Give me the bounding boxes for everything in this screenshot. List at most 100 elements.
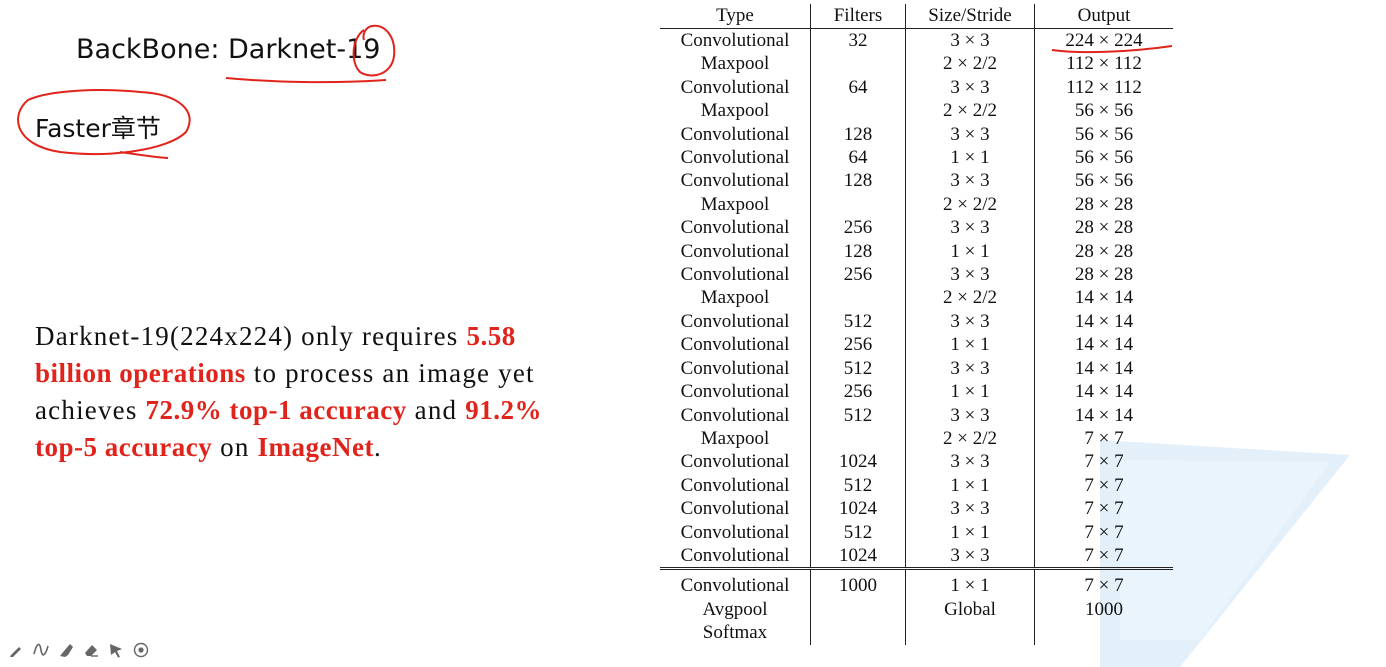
cell-output <box>1034 621 1173 645</box>
table-row: Convolutional 512 3 × 3 14 × 14 <box>660 403 1173 427</box>
cell-type: Maxpool <box>700 53 770 75</box>
header-output: Output <box>1034 4 1173 29</box>
cell-size-stride: Global <box>905 597 1035 622</box>
pointer-icon[interactable] <box>108 642 124 658</box>
cell-output: 7 × 7 <box>1034 543 1173 569</box>
cell-filters: 512 <box>810 520 906 544</box>
cell-filters: 512 <box>810 309 906 334</box>
cell-filters: 1024 <box>810 543 906 569</box>
description-line-4: top-5 accuracy on ImageNet. <box>35 429 635 466</box>
desc-text: and <box>406 395 466 425</box>
desc-text: Darknet-19(224x224) only requires <box>35 321 467 351</box>
curve-icon[interactable] <box>33 642 49 658</box>
cell-type: Convolutional <box>680 30 790 51</box>
cell-type: Convolutional <box>680 170 790 192</box>
cell-filters: 64 <box>810 75 906 100</box>
cell-filters <box>810 192 906 217</box>
cell-filters: 512 <box>810 356 906 381</box>
annotation-toolbar <box>8 642 149 658</box>
cell-size-stride: 3 × 3 <box>905 122 1035 147</box>
table-row: Convolutional 256 1 × 1 14 × 14 <box>660 333 1173 357</box>
cell-filters: 128 <box>810 122 906 147</box>
cell-filters: 256 <box>810 380 906 404</box>
cell-size-stride: 1 × 1 <box>905 146 1035 170</box>
header-size-stride: Size/Stride <box>905 4 1035 29</box>
cell-size-stride: 3 × 3 <box>905 309 1035 334</box>
cell-size-stride: 2 × 2/2 <box>905 192 1035 217</box>
cell-type: Convolutional <box>680 334 790 356</box>
desc-highlight: ImageNet <box>257 432 374 462</box>
cell-filters: 1000 <box>810 567 906 598</box>
cell-output: 112 × 112 <box>1034 75 1173 100</box>
table-row: Convolutional 64 3 × 3 112 × 112 <box>660 75 1173 100</box>
header-type: Type <box>660 4 811 29</box>
cell-size-stride: 3 × 3 <box>905 75 1035 100</box>
cell-output: 14 × 14 <box>1034 309 1173 334</box>
slide-title: BackBone: Darknet-19 <box>76 34 381 65</box>
header-filters: Filters <box>810 4 906 29</box>
cell-size-stride: 2 × 2/2 <box>905 52 1035 76</box>
cell-type: Convolutional <box>680 76 790 98</box>
record-icon[interactable] <box>133 642 149 658</box>
cell-filters: 512 <box>810 403 906 427</box>
desc-text: to process an image yet <box>245 358 535 388</box>
table-row: Convolutional 256 1 × 1 14 × 14 <box>660 380 1173 404</box>
cell-filters <box>810 597 906 622</box>
cell-size-stride: 3 × 3 <box>905 450 1035 474</box>
cell-size-stride: 1 × 1 <box>905 567 1035 598</box>
cell-size-stride: 1 × 1 <box>905 520 1035 544</box>
cell-type: Convolutional <box>680 451 790 473</box>
cell-type: Convolutional <box>680 404 790 426</box>
cell-output: 14 × 14 <box>1034 380 1173 404</box>
cell-output: 112 × 112 <box>1034 52 1173 76</box>
cell-filters: 256 <box>810 216 906 240</box>
cell-output: 28 × 28 <box>1034 239 1173 264</box>
cell-output: 1000 <box>1034 597 1173 622</box>
pen-icon[interactable] <box>8 642 24 658</box>
cell-filters: 128 <box>810 169 906 193</box>
cell-size-stride: 3 × 3 <box>905 169 1035 193</box>
table-row: Convolutional 128 3 × 3 56 × 56 <box>660 169 1173 193</box>
desc-text: . <box>373 432 382 462</box>
table-row: Convolutional 128 3 × 3 56 × 56 <box>660 122 1173 147</box>
cell-size-stride: 1 × 1 <box>905 380 1035 404</box>
desc-highlight: 91.2% <box>465 395 542 425</box>
description-line-2: billion operations to process an image y… <box>35 355 635 392</box>
cell-output: 28 × 28 <box>1034 263 1173 287</box>
cell-output: 14 × 14 <box>1034 356 1173 381</box>
cell-type: Convolutional <box>680 147 790 169</box>
cell-filters: 32 <box>810 28 906 53</box>
cell-filters: 64 <box>810 146 906 170</box>
cell-type: Convolutional <box>680 474 790 496</box>
cell-type: Convolutional <box>680 544 790 566</box>
cell-size-stride: 1 × 1 <box>905 473 1035 498</box>
cell-type: Convolutional <box>660 567 811 598</box>
cell-type: Convolutional <box>680 521 790 543</box>
cell-size-stride: 3 × 3 <box>905 497 1035 521</box>
desc-highlight: 5.58 <box>466 321 516 351</box>
cell-output: 14 × 14 <box>1034 286 1173 310</box>
cell-type: Softmax <box>702 622 768 644</box>
table-row: Convolutional 512 3 × 3 14 × 14 <box>660 356 1173 381</box>
eraser-icon[interactable] <box>83 642 99 658</box>
table-row: Convolutional 64 1 × 1 56 × 56 <box>660 146 1173 170</box>
table-row: Maxpool 2 × 2/2 112 × 112 <box>660 52 1173 76</box>
cell-type: Convolutional <box>680 217 790 239</box>
highlighter-icon[interactable] <box>58 642 74 658</box>
cell-filters <box>810 286 906 310</box>
table-row: Convolutional 256 3 × 3 28 × 28 <box>660 263 1173 287</box>
cell-size-stride: 3 × 3 <box>905 28 1035 53</box>
cell-output: 7 × 7 <box>1034 520 1173 544</box>
cell-size-stride: 3 × 3 <box>905 403 1035 427</box>
cell-size-stride: 1 × 1 <box>905 333 1035 357</box>
cell-output: 7 × 7 <box>1034 473 1173 498</box>
description-paragraph: Darknet-19(224x224) only requires 5.58 b… <box>35 318 635 466</box>
cell-filters: 512 <box>810 473 906 498</box>
cell-output: 7 × 7 <box>1034 426 1173 451</box>
